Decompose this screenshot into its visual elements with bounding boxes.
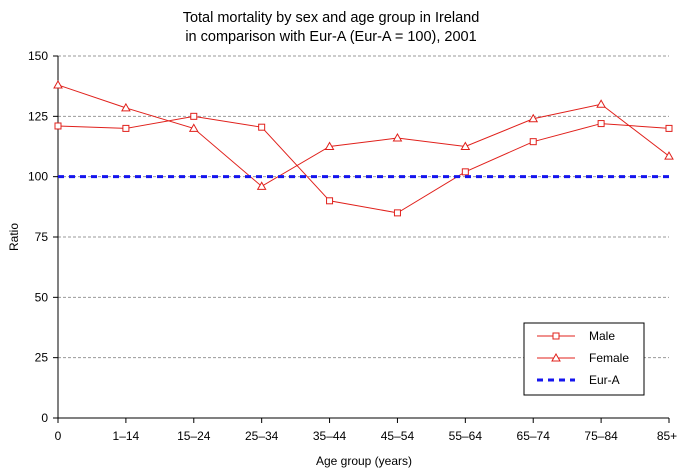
y-tick-labels: 0 25 50 75 100 125 150	[28, 49, 48, 425]
x-tick-label-1: 1–14	[113, 429, 140, 443]
legend-label-female: Female	[589, 351, 629, 365]
point-female-2	[188, 123, 199, 132]
y-tick-label-25: 25	[35, 351, 49, 365]
x-tick-label-4: 35–44	[313, 429, 347, 443]
point-male-2	[190, 112, 198, 120]
legend-label-eur-a: Eur-A	[589, 373, 620, 387]
series-line-female	[57, 84, 670, 187]
x-tick-label-8: 75–84	[584, 429, 618, 443]
point-male-8	[597, 120, 605, 128]
legend: Male Female Eur-A	[523, 322, 645, 396]
x-tick-label-5: 45–54	[381, 429, 415, 443]
y-tick-label-125: 125	[28, 109, 48, 123]
point-female-5	[392, 133, 403, 142]
series-line-male	[57, 115, 670, 214]
x-tick-label-9: 85+	[657, 429, 677, 443]
x-tick-labels: 0 1–14 15–24 25–34 35–44 45–54 55–64 65–74 75–84…	[55, 429, 678, 443]
point-male-9	[665, 124, 673, 132]
point-male-3	[258, 123, 266, 131]
legend-marker-male	[552, 332, 560, 340]
chart-title-line-1: Total mortality by sex and age group in …	[183, 10, 480, 26]
point-female-3	[256, 181, 267, 190]
chart-title-line-2: in comparison with Eur-A (Eur-A = 100), …	[185, 29, 476, 45]
x-tick-label-7: 65–74	[517, 429, 551, 443]
y-tick-label-75: 75	[35, 230, 49, 244]
axes	[53, 55, 670, 423]
point-female-8	[596, 99, 606, 108]
point-male-7	[529, 138, 537, 146]
point-female-9	[664, 151, 674, 160]
x-tick-label-3: 25–34	[245, 429, 279, 443]
point-female-1	[121, 102, 131, 112]
point-male-6	[461, 168, 469, 176]
y-tick-label-100: 100	[28, 170, 48, 184]
x-tick-label-6: 55–64	[449, 429, 483, 443]
point-female-7	[528, 113, 539, 123]
y-tick-label-150: 150	[28, 49, 48, 63]
x-tick-label-0: 0	[55, 429, 62, 443]
legend-box	[523, 322, 645, 396]
legend-marker-female	[551, 352, 561, 362]
y-tick-label-50: 50	[35, 290, 49, 304]
x-tick-label-2: 15–24	[177, 429, 211, 443]
y-axis-label: Ratio	[7, 223, 21, 251]
x-axis-label: Age group (years)	[316, 454, 412, 468]
point-female-6	[460, 141, 471, 150]
series	[53, 79, 674, 217]
y-tick-label-0: 0	[41, 411, 48, 425]
legend-label-male: Male	[589, 329, 615, 343]
point-male-0	[54, 122, 62, 130]
point-male-5	[393, 209, 401, 217]
point-male-1	[122, 124, 130, 132]
point-female-0	[53, 79, 63, 89]
point-female-4	[324, 141, 335, 150]
point-male-4	[326, 197, 334, 205]
